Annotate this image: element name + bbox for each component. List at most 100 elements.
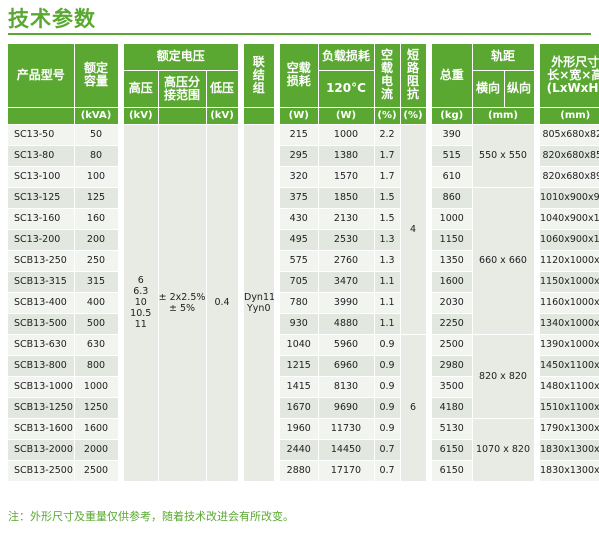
- cell-current: 0.9: [374, 355, 401, 377]
- table-row: SCB13-2000 2000 2440 14450 0.7 6150 1830x1300x…: [8, 439, 599, 461]
- unit-current: (%): [374, 107, 401, 125]
- cell-load-loss: 4880: [318, 313, 375, 335]
- header-no-load-loss: 空载损耗: [280, 44, 319, 108]
- cell-capacity: 1250: [74, 397, 119, 419]
- cell-weight: 1150: [432, 229, 473, 251]
- cell-capacity: 800: [74, 355, 119, 377]
- cell-dimensions: 1040x900x1050: [540, 208, 599, 230]
- cell-weight: 515: [432, 145, 473, 167]
- title-divider: [8, 33, 591, 35]
- unit-impedance: (%): [400, 107, 427, 125]
- cell-model: SCB13-1250: [8, 397, 75, 419]
- cell-no-load-loss: 375: [280, 187, 319, 209]
- cell-vector-group: Dyn11 Yyn0: [244, 124, 275, 482]
- cell-no-load-loss: 1670: [280, 397, 319, 419]
- cell-no-load-loss: 930: [280, 313, 319, 335]
- table-row: SCB13-2500 2500 2880 17170 0.7 6150 1830x1300x…: [8, 460, 599, 482]
- cell-load-loss: 6960: [318, 355, 375, 377]
- cell-no-load-loss: 320: [280, 166, 319, 188]
- cell-model: SCB13-2500: [8, 460, 75, 482]
- cell-load-loss: 11730: [318, 418, 375, 440]
- cell-capacity: 100: [74, 166, 119, 188]
- cell-no-load-loss: 495: [280, 229, 319, 251]
- unit-weight: (kg): [432, 107, 473, 125]
- header-model: 产品型号: [8, 44, 75, 108]
- cell-load-loss: 2760: [318, 250, 375, 272]
- cell-current: 0.9: [374, 397, 401, 419]
- cell-model: SCB13-1600: [8, 418, 75, 440]
- cell-current: 2.2: [374, 124, 401, 146]
- cell-load-loss: 3470: [318, 271, 375, 293]
- cell-model: SC13-160: [8, 208, 75, 230]
- cell-weight: 3500: [432, 376, 473, 398]
- cell-weight: 860: [432, 187, 473, 209]
- unit-track: (mm): [472, 107, 535, 125]
- cell-no-load-loss: 2440: [280, 439, 319, 461]
- header-impedance: 短路阻抗: [400, 44, 427, 108]
- cell-track: 1070 x 820: [472, 418, 535, 482]
- cell-no-load-loss: 1415: [280, 376, 319, 398]
- cell-current: 1.7: [374, 166, 401, 188]
- cell-dimensions: 1830x1300x1900: [540, 460, 599, 482]
- cell-weight: 390: [432, 124, 473, 146]
- cell-load-loss: 9690: [318, 397, 375, 419]
- header-weight: 总重: [432, 44, 473, 108]
- cell-weight: 2250: [432, 313, 473, 335]
- cell-weight: 5130: [432, 418, 473, 440]
- header-hv: 高压: [124, 70, 159, 108]
- cell-load-loss: 1000: [318, 124, 375, 146]
- unit-no-load-loss: (W): [280, 107, 319, 125]
- cell-no-load-loss: 215: [280, 124, 319, 146]
- cell-capacity: 250: [74, 250, 119, 272]
- header-rated-voltage: 额定电压: [124, 44, 239, 71]
- header-lv: 低压: [206, 70, 239, 108]
- cell-track: 550 x 550: [472, 124, 535, 188]
- cell-load-loss: 5960: [318, 334, 375, 356]
- cell-no-load-loss: 1040: [280, 334, 319, 356]
- cell-weight: 2500: [432, 334, 473, 356]
- header-tap-range: 高压分接范围: [158, 70, 207, 108]
- header-capacity: 额定容量: [74, 44, 119, 108]
- cell-model: SCB13-315: [8, 271, 75, 293]
- cell-dimensions: 1010x900x990: [540, 187, 599, 209]
- header-no-load-current: 空载电流: [374, 44, 401, 108]
- cell-track: 820 x 820: [472, 334, 535, 419]
- cell-model: SC13-200: [8, 229, 75, 251]
- cell-capacity: 630: [74, 334, 119, 356]
- spec-table: 产品型号 额定容量 额定电压 联结组 空载损耗 负载损耗 空载电流 短路阻抗 总…: [8, 44, 599, 482]
- cell-no-load-loss: 705: [280, 271, 319, 293]
- cell-no-load-loss: 780: [280, 292, 319, 314]
- cell-hv: 6 6.3 10 10.5 11: [124, 124, 159, 482]
- cell-no-load-loss: 2880: [280, 460, 319, 482]
- cell-current: 1.1: [374, 292, 401, 314]
- footnote: 注：外形尺寸及重量仅供参考，随着技术改进会有所改变。: [8, 510, 294, 523]
- cell-weight: 6150: [432, 460, 473, 482]
- unit-hv: (kV): [124, 107, 159, 125]
- unit-model: [8, 107, 75, 125]
- cell-capacity: 1600: [74, 418, 119, 440]
- cell-current: 1.3: [374, 229, 401, 251]
- cell-load-loss: 17170: [318, 460, 375, 482]
- cell-weight: 4180: [432, 397, 473, 419]
- header-load-loss: 负载损耗: [318, 44, 375, 71]
- cell-model: SCB13-500: [8, 313, 75, 335]
- unit-tap: [158, 107, 207, 125]
- unit-capacity: (kVA): [74, 107, 119, 125]
- cell-tap: ± 2x2.5% ± 5%: [158, 124, 207, 482]
- cell-impedance: 4: [400, 124, 427, 335]
- cell-dimensions: 1060x900x1180: [540, 229, 599, 251]
- cell-dimensions: 1340x1000x1280: [540, 313, 599, 335]
- cell-dimensions: 820x680x855: [540, 145, 599, 167]
- cell-model: SC13-80: [8, 145, 75, 167]
- cell-dimensions: 1480x1100x1450: [540, 376, 599, 398]
- cell-lv: 0.4: [206, 124, 239, 482]
- cell-no-load-loss: 575: [280, 250, 319, 272]
